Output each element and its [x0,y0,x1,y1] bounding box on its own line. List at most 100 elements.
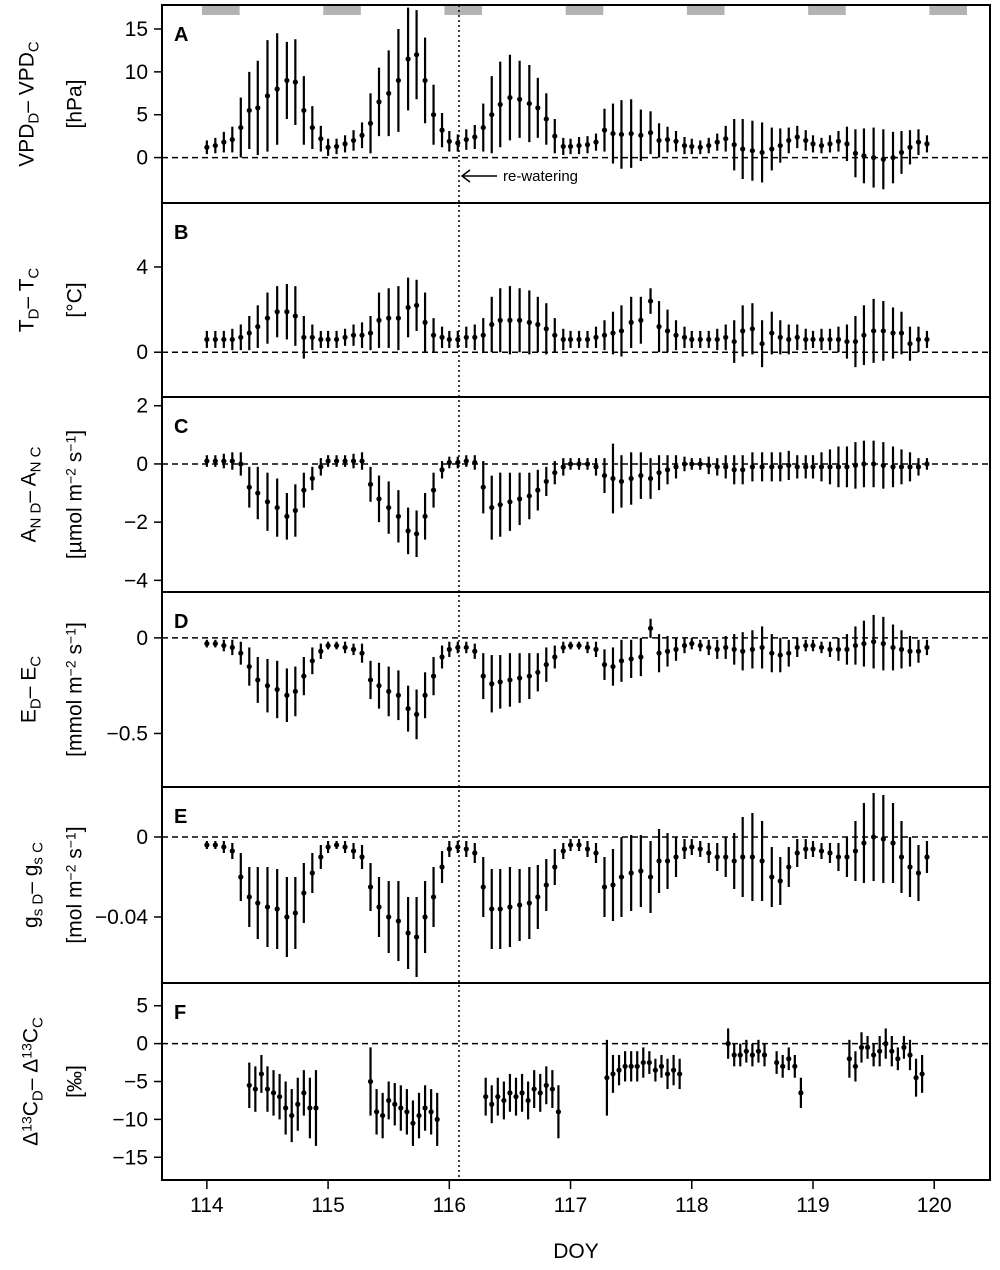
data-point [901,1044,907,1051]
data-point [246,107,252,114]
night-period-bar [444,6,483,15]
data-point [638,132,644,138]
data-series [204,614,930,740]
data-point [689,844,695,850]
data-point [647,874,654,880]
data-point [706,644,712,651]
data-point [446,459,452,466]
data-point [255,324,261,330]
data-point [292,910,298,916]
data-point [439,467,445,473]
data-point [786,864,792,870]
y-tick-label: 5 [136,995,148,1018]
data-point [907,341,913,347]
data-point [480,673,486,679]
data-point [924,644,930,651]
data-point [274,86,280,92]
data-point [844,338,850,345]
data-point [786,336,792,343]
y-tick-label: −10 [112,1108,148,1131]
data-point [706,462,712,468]
data-point [877,1048,883,1054]
data-point [777,334,783,340]
data-point [238,461,244,467]
data-point [673,138,679,144]
data-point [852,338,859,345]
data-point [480,884,486,890]
data-point [584,846,591,852]
data-point [794,464,800,470]
panel-letter: B [174,222,188,244]
data-point [229,458,235,464]
data-point [803,464,809,470]
data-point [405,304,411,311]
data-point [835,336,842,343]
x-tick-label: 117 [554,1194,587,1217]
data-point [697,642,703,649]
data-point [567,143,574,150]
data-point [861,332,867,338]
data-point [827,464,833,470]
data-point [221,844,227,850]
data-point [489,112,495,118]
data-point [670,1067,677,1073]
data-point [818,644,825,651]
x-tick-label: 116 [433,1194,466,1217]
y-tick-label: 15 [125,18,148,41]
data-point [507,904,513,910]
data-point [759,858,765,864]
data-point [647,298,654,304]
y-tick-label: 2 [136,395,148,418]
data-point [723,854,729,860]
data-point [794,850,800,856]
data-point [552,332,558,338]
data-point [731,467,737,473]
data-point [333,458,340,464]
data-point [552,470,558,476]
data-point [422,513,428,519]
data-point [803,336,809,343]
data-point [295,1101,301,1107]
data-point [410,1120,416,1126]
data-point [610,882,616,888]
data-point [258,1071,265,1077]
data-point [264,315,271,321]
data-point [238,650,244,656]
night-period-bar [929,6,967,15]
data-point [803,137,809,144]
data-point [325,642,331,649]
subscript: N D [27,503,44,529]
data-point [221,336,227,343]
superscript: 13 [19,1043,35,1059]
data-point [497,101,503,108]
data-point [543,1082,549,1088]
data-point [204,336,210,343]
data-point [618,478,625,485]
data-point [560,336,566,343]
data-point [769,650,775,656]
data-point [610,330,616,336]
data-point [759,464,765,470]
data-point [664,858,671,864]
data-point [898,854,905,860]
data-point [309,124,315,131]
data-point [628,319,634,325]
data-point [463,136,469,143]
data-point [552,133,558,139]
data-point [386,90,392,96]
data-point [852,642,859,649]
data-point [422,77,428,84]
data-point [907,144,913,150]
data-point [333,336,340,343]
data-point [333,143,340,150]
data-point [634,1063,640,1069]
data-point [656,324,662,330]
data-point [395,77,401,84]
data-point [601,662,608,668]
data-point [890,644,896,651]
data-point [507,317,513,323]
data-point [325,336,331,343]
data-point [913,1075,919,1081]
data-point [759,149,765,156]
